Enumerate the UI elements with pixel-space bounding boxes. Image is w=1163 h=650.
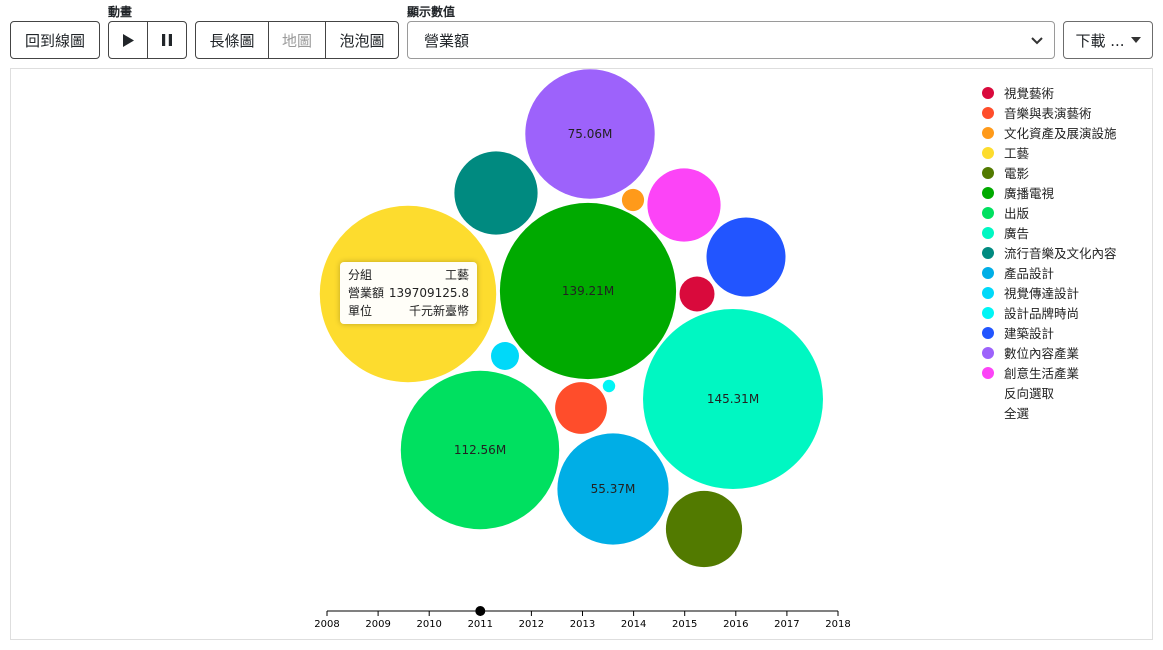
legend-item[interactable]: 建築設計 bbox=[1004, 326, 1054, 341]
bubble[interactable] bbox=[647, 168, 721, 242]
bubble[interactable] bbox=[499, 202, 677, 380]
timeline-tick-label[interactable]: 2009 bbox=[365, 619, 390, 630]
tooltip-key: 分組 bbox=[348, 268, 373, 282]
legend-item[interactable]: 音樂與表演藝術 bbox=[1004, 106, 1092, 121]
bubble[interactable] bbox=[665, 490, 743, 568]
legend-swatch[interactable] bbox=[982, 167, 994, 179]
legend: 視覺藝術音樂與表演藝術文化資產及展演設施工藝電影廣播電視出版廣告流行音樂及文化內… bbox=[982, 86, 1117, 421]
timeline-tick-label[interactable]: 2018 bbox=[825, 619, 850, 630]
legend-item[interactable]: 電影 bbox=[1004, 166, 1030, 181]
tooltip-row: 分組 工藝 bbox=[348, 266, 469, 284]
chevron-down-icon bbox=[1031, 37, 1043, 45]
legend-select-all[interactable]: 全選 bbox=[1004, 406, 1030, 421]
timeline-tick-label[interactable]: 2012 bbox=[519, 619, 544, 630]
pause-icon bbox=[162, 34, 172, 46]
legend-item[interactable]: 創意生活產業 bbox=[1004, 366, 1080, 381]
bubble-value-label: 145.31M bbox=[707, 392, 759, 406]
back-to-line-chart-button[interactable]: 回到線圖 bbox=[10, 21, 100, 59]
legend-item[interactable]: 出版 bbox=[1004, 206, 1030, 221]
bubble[interactable] bbox=[555, 382, 607, 434]
legend-item[interactable]: 文化資產及展演設施 bbox=[1004, 126, 1117, 141]
legend-swatch[interactable] bbox=[982, 147, 994, 159]
legend-swatch[interactable] bbox=[982, 347, 994, 359]
timeline-tick-label[interactable]: 2013 bbox=[570, 619, 595, 630]
bubble[interactable] bbox=[525, 69, 655, 199]
bubble-value-label: 112.56M bbox=[454, 443, 506, 457]
tooltip-row: 單位 千元新臺幣 bbox=[348, 302, 469, 320]
bubble[interactable] bbox=[679, 276, 715, 312]
chart-area bbox=[10, 68, 1153, 640]
display-value-selected: 營業額 bbox=[424, 31, 470, 50]
legend-swatch[interactable] bbox=[982, 207, 994, 219]
legend-swatch[interactable] bbox=[982, 127, 994, 139]
tab-bar-chart[interactable]: 長條圖 bbox=[195, 21, 269, 59]
legend-item[interactable]: 流行音樂及文化內容 bbox=[1004, 246, 1117, 261]
legend-swatch[interactable] bbox=[982, 187, 994, 199]
bubble[interactable] bbox=[621, 188, 645, 212]
timeline-tick-label[interactable]: 2016 bbox=[723, 619, 748, 630]
timeline-tick-label[interactable]: 2011 bbox=[468, 619, 493, 630]
tooltip-key: 營業額 bbox=[348, 286, 385, 300]
legend-item[interactable]: 設計品牌時尚 bbox=[1004, 306, 1079, 321]
legend-item[interactable]: 廣播電視 bbox=[1004, 186, 1055, 201]
bubble[interactable] bbox=[557, 433, 669, 545]
display-value-label: 顯示數值 bbox=[407, 5, 456, 19]
tooltip-value: 千元新臺幣 bbox=[408, 304, 469, 318]
legend-swatch[interactable] bbox=[982, 247, 994, 259]
tooltip: 分組 工藝 營業額 139709125.8 單位 千元新臺幣 bbox=[340, 262, 477, 324]
legend-swatch[interactable] bbox=[982, 307, 994, 319]
bubble[interactable] bbox=[706, 217, 786, 297]
display-value-select[interactable]: 營業額 bbox=[407, 21, 1055, 59]
timeline-tick-label[interactable]: 2008 bbox=[314, 619, 339, 630]
legend-swatch[interactable] bbox=[982, 327, 994, 339]
legend-item[interactable]: 數位內容產業 bbox=[1004, 346, 1080, 361]
legend-item[interactable]: 工藝 bbox=[1004, 146, 1029, 161]
bubble[interactable] bbox=[454, 151, 538, 235]
pause-button[interactable] bbox=[147, 21, 187, 59]
legend-invert-selection[interactable]: 反向選取 bbox=[1004, 386, 1055, 401]
timeline-tick-label[interactable]: 2015 bbox=[672, 619, 697, 630]
bubble[interactable] bbox=[602, 379, 616, 393]
caret-down-icon bbox=[1130, 37, 1141, 43]
timeline-tick-label[interactable]: 2010 bbox=[416, 619, 441, 630]
timeline-tick-label[interactable]: 2014 bbox=[621, 619, 646, 630]
tooltip-key: 單位 bbox=[348, 304, 373, 318]
download-button[interactable]: 下載 ... bbox=[1063, 21, 1153, 59]
bubble[interactable] bbox=[400, 370, 560, 530]
timeline-handle[interactable] bbox=[475, 606, 486, 616]
bubble[interactable] bbox=[491, 342, 519, 370]
legend-swatch[interactable] bbox=[982, 227, 994, 239]
legend-item[interactable]: 廣告 bbox=[1004, 226, 1029, 241]
year-timeline: 2008 2009 2010 2011 2012 2013 2014 2015 2016 2017… bbox=[314, 606, 851, 630]
legend-swatch[interactable] bbox=[982, 267, 994, 279]
bubble-value-label: 55.37M bbox=[591, 482, 636, 496]
tooltip-row: 營業額 139709125.8 bbox=[348, 284, 469, 302]
tab-bubble-chart[interactable]: 泡泡圖 bbox=[325, 21, 399, 59]
bubble-value-label: 75.06M bbox=[568, 127, 613, 141]
bubble-value-label: 139.21M bbox=[562, 284, 614, 298]
bubble[interactable] bbox=[643, 309, 823, 489]
legend-swatch[interactable] bbox=[982, 87, 994, 99]
animation-controls bbox=[108, 21, 187, 59]
animation-label: 動畫 bbox=[108, 5, 133, 19]
play-icon bbox=[123, 33, 134, 47]
timeline-tick-label[interactable]: 2017 bbox=[774, 619, 799, 630]
chart-type-tabs: 長條圖 地圖 泡泡圖 bbox=[195, 21, 399, 59]
legend-swatch[interactable] bbox=[982, 107, 994, 119]
tooltip-value: 139709125.8 bbox=[388, 286, 469, 300]
tab-map[interactable]: 地圖 bbox=[268, 21, 326, 59]
legend-swatch[interactable] bbox=[982, 287, 994, 299]
download-label: 下載 ... bbox=[1075, 31, 1125, 50]
tooltip-value: 工藝 bbox=[444, 268, 469, 282]
legend-item[interactable]: 產品設計 bbox=[1004, 266, 1054, 281]
legend-item[interactable]: 視覺傳達設計 bbox=[1004, 286, 1079, 301]
legend-item[interactable]: 視覺藝術 bbox=[1004, 86, 1054, 101]
legend-swatch[interactable] bbox=[982, 367, 994, 379]
